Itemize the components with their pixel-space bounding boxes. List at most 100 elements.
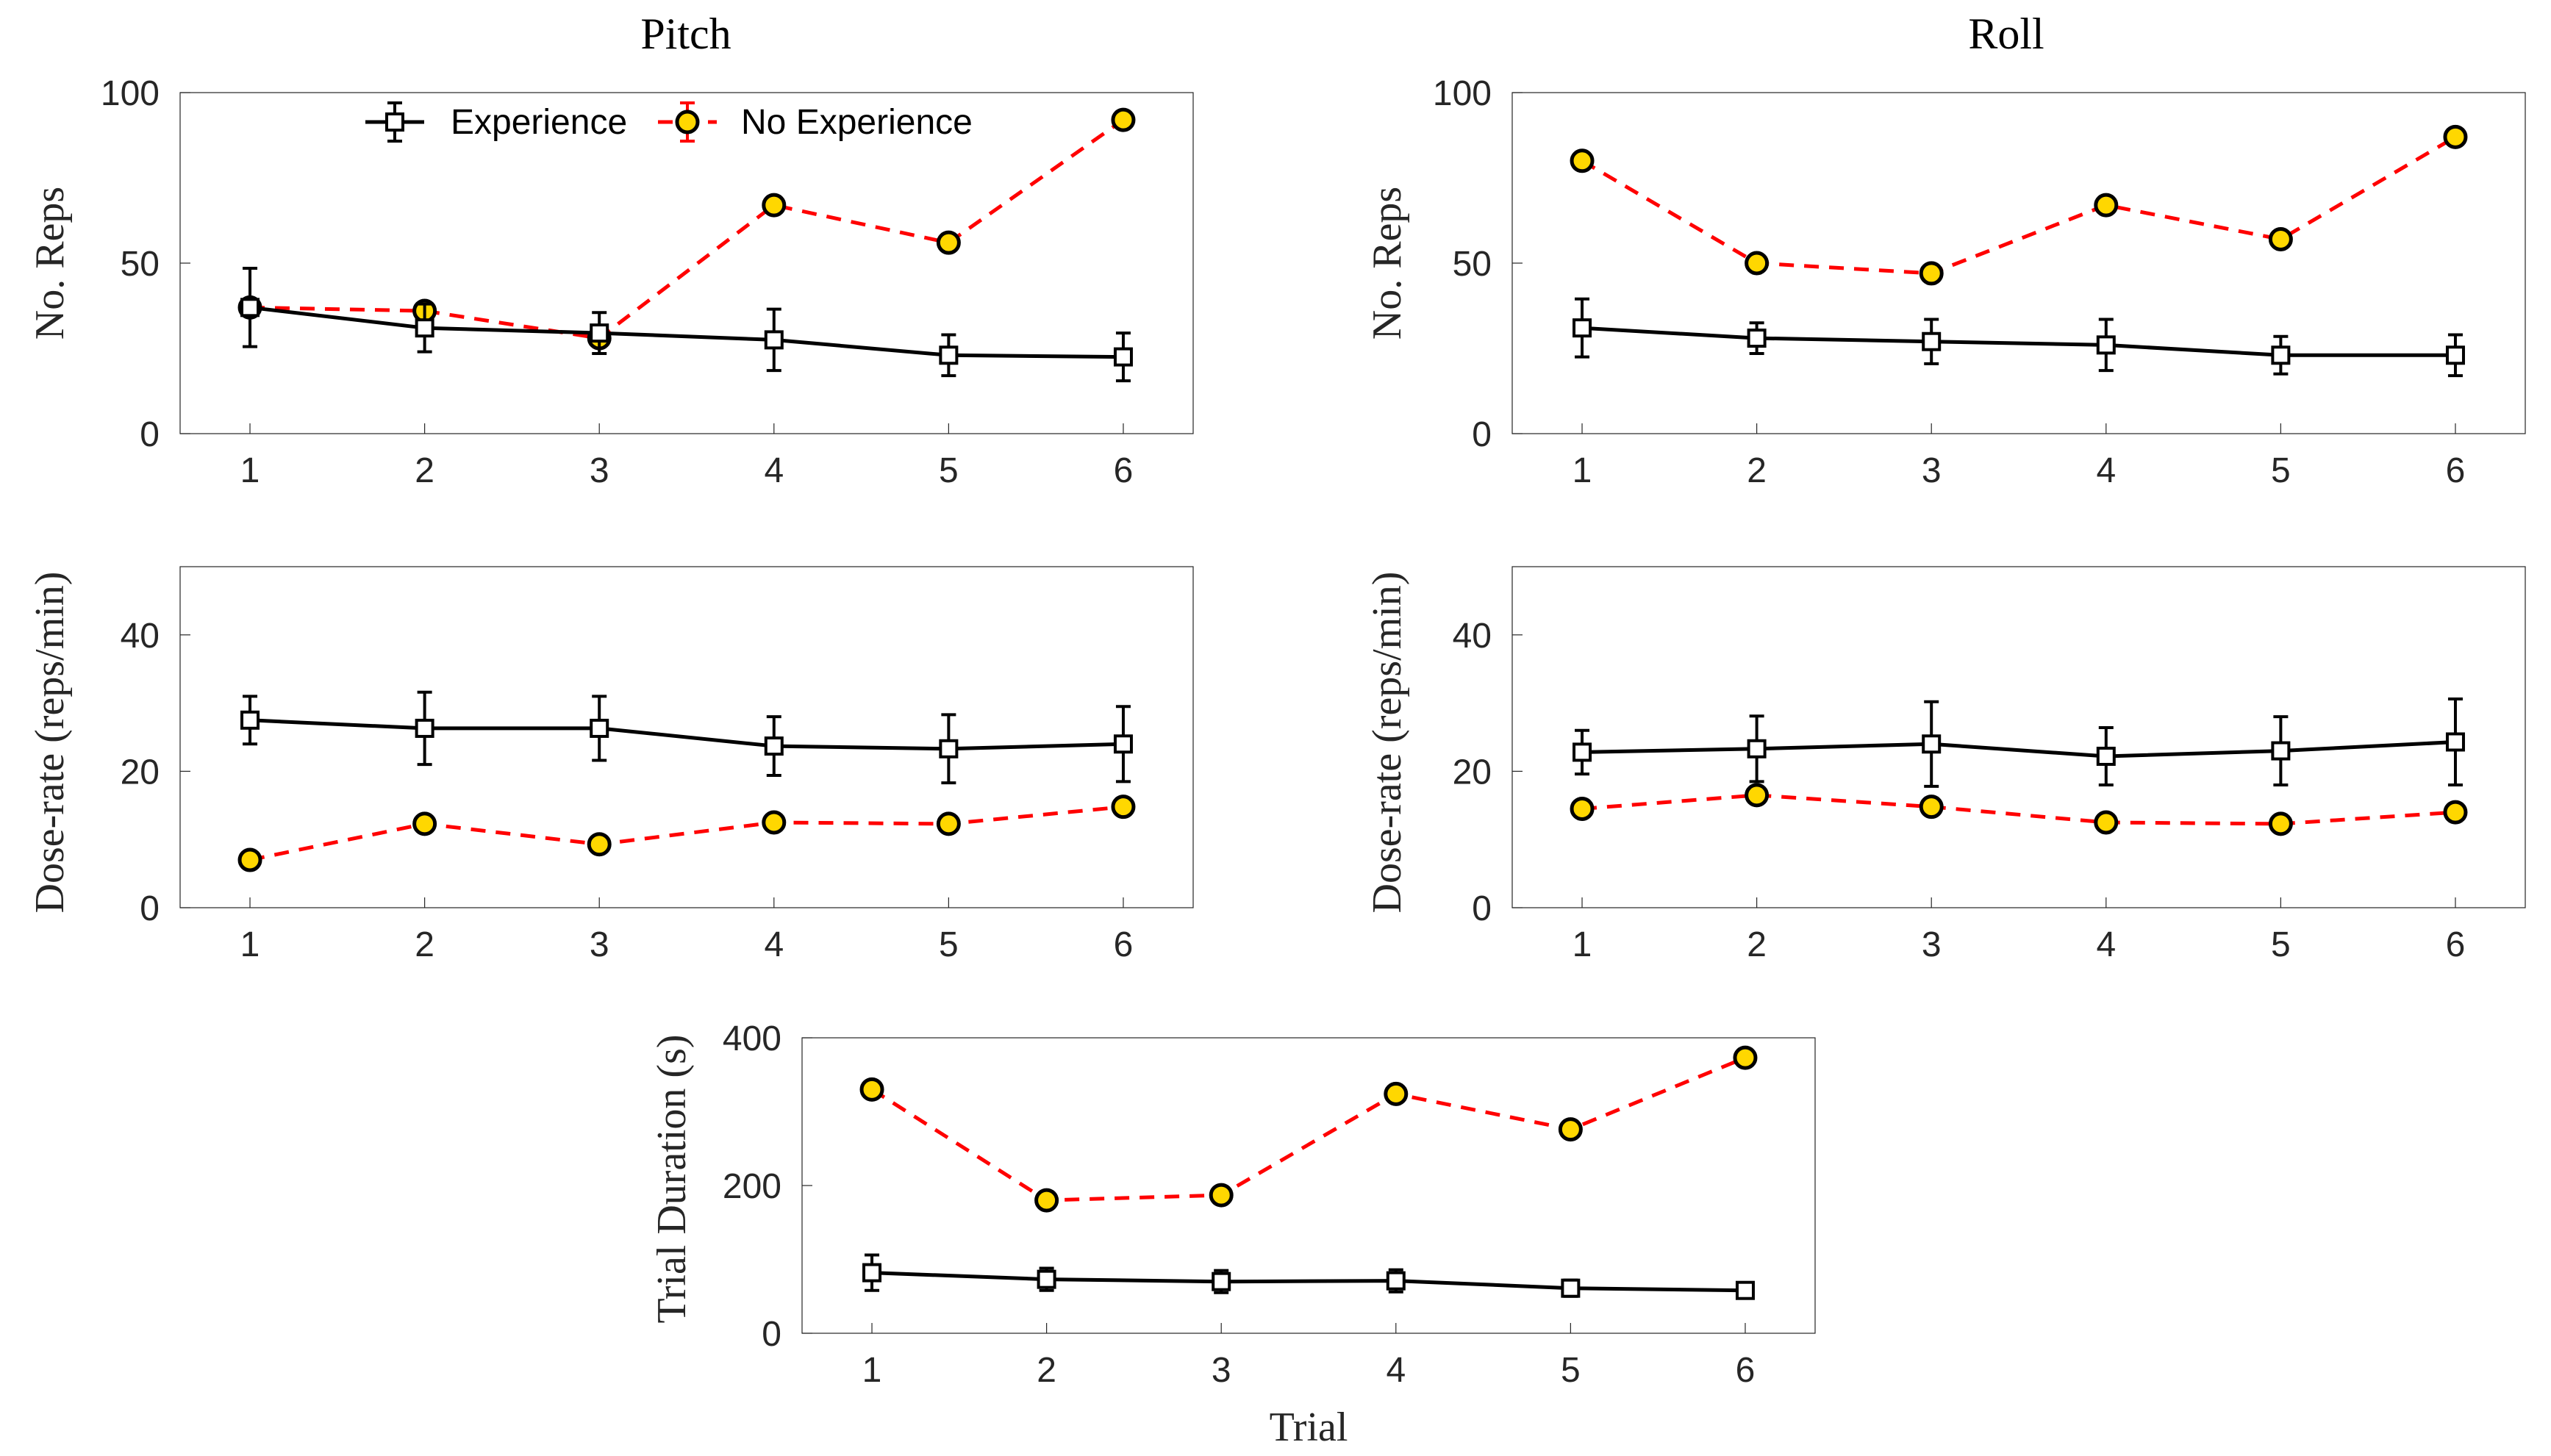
data-point-no-experience xyxy=(2268,811,2293,836)
data-point-experience xyxy=(1037,1269,1056,1289)
data-point-no-experience xyxy=(1111,795,1136,820)
x-tick-label: 4 xyxy=(764,925,784,964)
chart-trial-duration: Trial Duration (s) Trial 1 2 3 4 5 6 0 200 400 xyxy=(649,1019,1816,1450)
x-tick-label: 2 xyxy=(1037,1351,1056,1390)
series-line-no-experience xyxy=(249,805,1124,862)
data-point-experience xyxy=(240,298,260,318)
x-tick-label: 6 xyxy=(1114,451,1134,490)
data-point-experience xyxy=(1747,329,1767,348)
y-axis-label: Dose-rate (reps/min) xyxy=(1364,572,1410,914)
data-point-experience xyxy=(2096,746,2116,766)
y-tick-label: 0 xyxy=(140,415,160,454)
x-tick-label: 5 xyxy=(1561,1351,1581,1390)
y-tick-label: 100 xyxy=(1433,74,1492,113)
series-layer xyxy=(1570,124,2468,378)
y-tick-label: 0 xyxy=(140,889,160,928)
x-tick-label: 4 xyxy=(2096,925,2116,964)
data-point-no-experience xyxy=(587,832,612,857)
data-point-no-experience xyxy=(1570,148,1595,173)
x-tick-label: 2 xyxy=(415,451,434,490)
data-point-experience xyxy=(1747,739,1767,759)
series-line-no-experience xyxy=(1581,793,2456,826)
data-point-experience xyxy=(1922,331,1942,351)
data-point-no-experience xyxy=(1558,1117,1583,1142)
data-point-experience xyxy=(764,736,784,756)
data-point-no-experience xyxy=(2094,810,2119,835)
x-tick-label: 4 xyxy=(1386,1351,1406,1390)
chart-title: Roll xyxy=(1968,10,2044,58)
series-line-experience xyxy=(1581,326,2455,357)
x-tick-label: 1 xyxy=(240,925,260,964)
data-point-experience xyxy=(590,718,609,738)
data-point-no-experience xyxy=(2094,193,2119,218)
data-point-no-experience xyxy=(1384,1081,1409,1106)
y-axis-label: No. Reps xyxy=(1364,187,1410,340)
x-tick-label: 1 xyxy=(862,1351,882,1390)
x-tick-label: 4 xyxy=(2096,451,2116,490)
x-tick-label: 3 xyxy=(590,451,609,490)
data-point-no-experience xyxy=(2268,227,2293,252)
series-layer xyxy=(859,1045,1758,1300)
series-line-no-experience xyxy=(1581,135,2457,276)
data-point-no-experience xyxy=(936,811,961,836)
data-point-experience xyxy=(415,718,434,738)
x-tick-label: 6 xyxy=(2446,925,2466,964)
data-point-experience xyxy=(939,345,959,365)
data-point-experience xyxy=(939,739,959,759)
data-point-no-experience xyxy=(762,810,787,835)
data-point-no-experience xyxy=(2443,124,2468,149)
data-point-experience xyxy=(240,710,260,730)
series-layer xyxy=(1570,697,2468,836)
legend-label-no-experience: No Experience xyxy=(741,103,973,142)
data-point-no-experience xyxy=(1209,1183,1234,1208)
x-tick-label: 1 xyxy=(1573,451,1592,490)
chart-pitch-dose: Dose-rate (reps/min) 1 2 3 4 5 6 0 20 40 xyxy=(27,566,1194,964)
x-tick-label: 3 xyxy=(1922,451,1942,490)
axis-ticks: 1 2 3 4 5 6 0 50 100 xyxy=(101,74,1133,490)
y-axis-label: Trial Duration (s) xyxy=(649,1034,695,1323)
y-tick-label: 0 xyxy=(762,1315,781,1354)
series-line-no-experience xyxy=(249,118,1125,340)
data-point-no-experience xyxy=(1570,796,1595,821)
axis-ticks: 1 2 3 4 5 6 0 200 400 xyxy=(723,1019,1755,1390)
data-point-experience xyxy=(2271,345,2291,365)
legend-item-experience[interactable]: Experience xyxy=(365,101,627,143)
legend: Experience No Experience xyxy=(365,101,973,143)
y-axis-label: Dose-rate (reps/min) xyxy=(27,572,73,914)
y-tick-label: 40 xyxy=(121,617,160,656)
data-point-experience xyxy=(1113,734,1133,754)
series-line-experience xyxy=(249,718,1124,751)
data-point-no-experience xyxy=(1034,1188,1059,1213)
data-point-no-experience xyxy=(1745,783,1770,808)
x-tick-label: 3 xyxy=(1922,925,1942,964)
y-tick-label: 20 xyxy=(121,753,160,792)
series-layer xyxy=(237,107,1136,383)
x-tick-label: 3 xyxy=(1212,1351,1231,1390)
legend-label-experience: Experience xyxy=(451,103,627,142)
y-tick-label: 100 xyxy=(101,74,160,113)
series-layer xyxy=(237,690,1136,872)
x-tick-label: 2 xyxy=(1747,451,1767,490)
data-point-experience xyxy=(2096,335,2116,355)
y-tick-label: 50 xyxy=(1453,245,1492,284)
x-tick-label: 6 xyxy=(1736,1351,1756,1390)
x-tick-label: 6 xyxy=(2446,451,2466,490)
x-tick-label: 1 xyxy=(240,451,260,490)
data-point-experience xyxy=(2445,732,2465,752)
y-tick-label: 200 xyxy=(723,1167,781,1206)
data-point-experience xyxy=(2271,741,2291,761)
chart-title: Pitch xyxy=(640,10,731,58)
data-point-no-experience xyxy=(1745,251,1770,276)
y-tick-label: 0 xyxy=(1472,415,1492,454)
x-axis-label: Trial xyxy=(1270,1405,1348,1450)
chart-pitch-reps: Pitch No. Reps 1 2 3 4 5 6 0 50 100 Experience N… xyxy=(27,10,1194,490)
legend-item-no-experience[interactable]: No Experience xyxy=(658,101,973,143)
x-tick-label: 5 xyxy=(939,451,959,490)
data-point-experience xyxy=(1386,1271,1406,1291)
data-point-no-experience xyxy=(2443,800,2468,825)
series-line-no-experience xyxy=(870,1055,1746,1202)
data-point-no-experience xyxy=(237,847,262,872)
data-point-experience xyxy=(1573,318,1592,338)
series-line-experience xyxy=(249,305,1124,359)
series-line-experience xyxy=(1581,740,2456,759)
